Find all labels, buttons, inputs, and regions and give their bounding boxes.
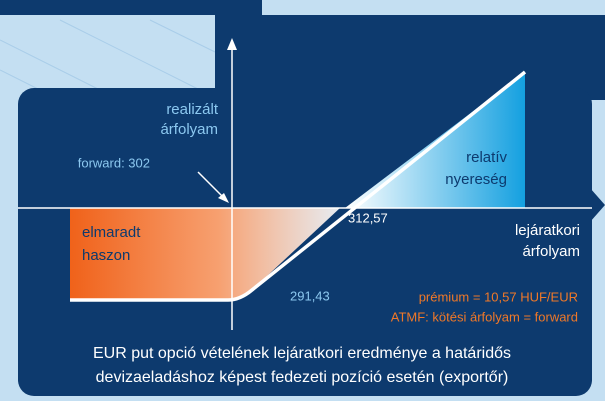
note: ATMF: kötési árfolyam = forward — [391, 309, 578, 324]
loss-label: haszon — [82, 247, 130, 264]
y-axis-label: árfolyam — [160, 121, 218, 138]
note: prémium = 10,57 HUF/EUR — [419, 289, 578, 304]
forward-pointer-head — [218, 193, 229, 203]
caption: devizaeladáshoz képest fedezeti pozíció … — [96, 369, 509, 386]
loss-area — [70, 208, 340, 300]
forward-label: forward: 302 — [78, 155, 150, 170]
floor-label: 291,43 — [290, 288, 330, 303]
top-panel — [215, 15, 605, 100]
caption: EUR put opció vételének lejáratkori ered… — [93, 345, 511, 362]
x-axis-label: lejáratkori — [515, 222, 580, 239]
gain-label: relatív — [466, 149, 507, 166]
top-arrow — [224, 4, 250, 18]
gain-label: nyereség — [445, 171, 507, 188]
y-axis-arrow — [227, 38, 237, 50]
x-axis-label: árfolyam — [522, 243, 580, 260]
breakeven-label: 312,57 — [348, 210, 388, 225]
loss-label: elmaradt — [82, 224, 141, 241]
top-band — [0, 0, 262, 15]
payoff-line — [70, 70, 527, 302]
right-arrow — [590, 188, 605, 222]
y-axis-label: realizált — [166, 101, 219, 118]
